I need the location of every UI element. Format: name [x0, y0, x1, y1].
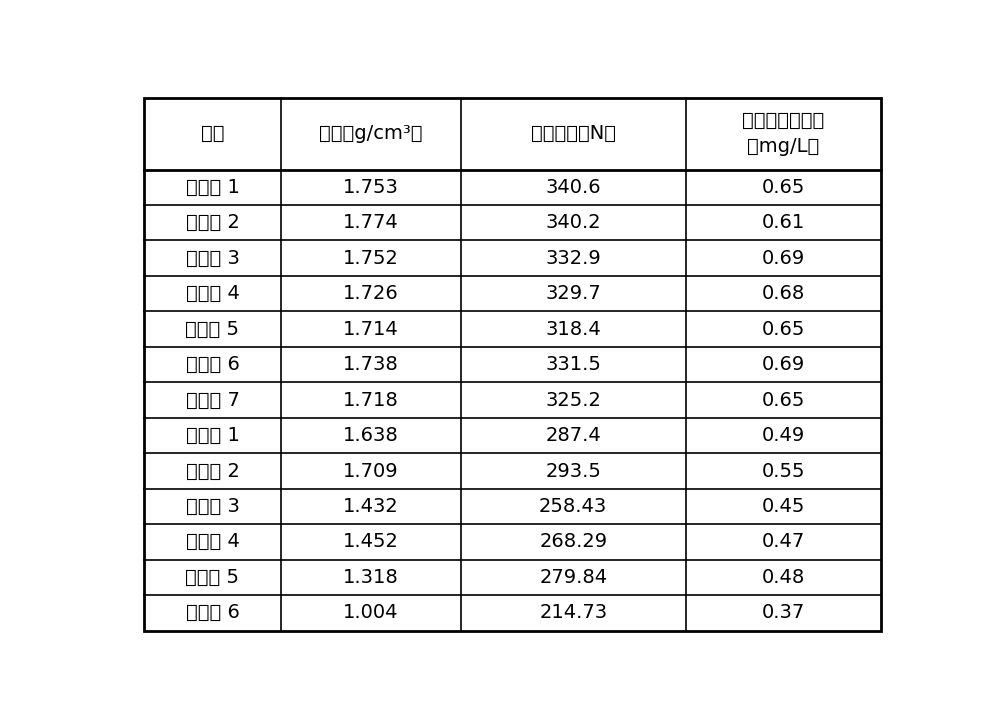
- Text: 0.49: 0.49: [761, 426, 805, 445]
- Text: 0.37: 0.37: [761, 603, 805, 622]
- Text: 0.48: 0.48: [761, 568, 805, 587]
- Text: 实施例 4: 实施例 4: [186, 284, 239, 304]
- Text: 1.004: 1.004: [343, 603, 399, 622]
- Text: 0.55: 0.55: [761, 461, 805, 480]
- Text: 1.718: 1.718: [343, 391, 399, 410]
- Text: 密度（g/cm³）: 密度（g/cm³）: [319, 124, 423, 143]
- Text: 对比例 3: 对比例 3: [186, 497, 239, 516]
- Text: 组名: 组名: [201, 124, 224, 143]
- Text: 实施例 2: 实施例 2: [186, 213, 239, 232]
- Text: 279.84: 279.84: [539, 568, 607, 587]
- Text: 对比例 1: 对比例 1: [186, 426, 239, 445]
- Text: 实施例 1: 实施例 1: [186, 178, 239, 197]
- Text: 0.61: 0.61: [761, 213, 805, 232]
- Text: 1.709: 1.709: [343, 461, 399, 480]
- Text: 214.73: 214.73: [539, 603, 607, 622]
- Text: 0.65: 0.65: [761, 391, 805, 410]
- Text: 亚甲基蓝吸附量: 亚甲基蓝吸附量: [742, 111, 824, 131]
- Text: 258.43: 258.43: [539, 497, 607, 516]
- Text: 325.2: 325.2: [545, 391, 601, 410]
- Text: 实施例 3: 实施例 3: [186, 249, 239, 267]
- Text: （mg/L）: （mg/L）: [747, 137, 819, 156]
- Text: 0.65: 0.65: [761, 178, 805, 197]
- Text: 0.65: 0.65: [761, 319, 805, 339]
- Text: 340.6: 340.6: [545, 178, 601, 197]
- Text: 对比例 2: 对比例 2: [186, 461, 239, 480]
- Text: 0.69: 0.69: [761, 355, 805, 374]
- Text: 332.9: 332.9: [545, 249, 601, 267]
- Text: 对比例 4: 对比例 4: [186, 532, 239, 552]
- Text: 实施例 6: 实施例 6: [186, 355, 239, 374]
- Text: 1.638: 1.638: [343, 426, 399, 445]
- Text: 1.752: 1.752: [343, 249, 399, 267]
- Text: 0.68: 0.68: [761, 284, 805, 304]
- Text: 实施例 7: 实施例 7: [186, 391, 239, 410]
- Text: 0.69: 0.69: [761, 249, 805, 267]
- Text: 实施例 5: 实施例 5: [185, 319, 239, 339]
- Text: 1.714: 1.714: [343, 319, 399, 339]
- Text: 293.5: 293.5: [545, 461, 601, 480]
- Text: 329.7: 329.7: [545, 284, 601, 304]
- Text: 1.452: 1.452: [343, 532, 399, 552]
- Text: 1.318: 1.318: [343, 568, 399, 587]
- Text: 对比例 5: 对比例 5: [185, 568, 239, 587]
- Text: 1.774: 1.774: [343, 213, 399, 232]
- Text: 331.5: 331.5: [545, 355, 601, 374]
- Text: 0.45: 0.45: [761, 497, 805, 516]
- Text: 0.47: 0.47: [761, 532, 805, 552]
- Text: 对比例 6: 对比例 6: [186, 603, 239, 622]
- Text: 1.726: 1.726: [343, 284, 399, 304]
- Text: 1.753: 1.753: [343, 178, 399, 197]
- Text: 268.29: 268.29: [539, 532, 607, 552]
- Text: 1.738: 1.738: [343, 355, 399, 374]
- Text: 318.4: 318.4: [545, 319, 601, 339]
- Text: 1.432: 1.432: [343, 497, 399, 516]
- Text: 抗压强度（N）: 抗压强度（N）: [531, 124, 616, 143]
- Text: 287.4: 287.4: [545, 426, 601, 445]
- Text: 340.2: 340.2: [545, 213, 601, 232]
